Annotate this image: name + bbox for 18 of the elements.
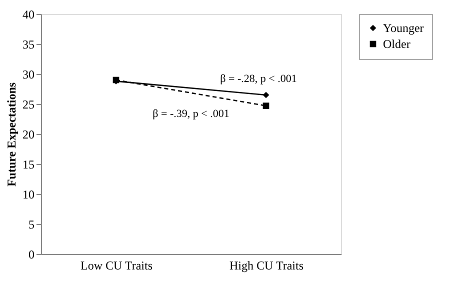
y-tick-label: 0 xyxy=(28,248,34,262)
y-tick-label: 40 xyxy=(22,8,34,22)
point xyxy=(262,102,270,109)
y-tick-label: 35 xyxy=(22,38,34,52)
x-tick-label: High CU Traits xyxy=(229,258,304,272)
y-tick-label: 30 xyxy=(22,68,34,82)
annotation: β = -.28, p < .001 xyxy=(220,73,297,85)
y-tick-label: 15 xyxy=(22,158,34,172)
point xyxy=(262,92,270,98)
y-tick-label: 25 xyxy=(22,98,34,112)
legend-label: Younger xyxy=(383,21,424,35)
x-tick-label: Low CU Traits xyxy=(80,258,153,272)
y-tick-label: 20 xyxy=(22,128,34,142)
legend-label: Older xyxy=(383,37,410,51)
y-axis-title: Future Expectations xyxy=(4,82,18,187)
y-tick-label: 5 xyxy=(28,218,34,232)
y-tick-label: 10 xyxy=(22,188,34,202)
annotation: β = -.39, p < .001 xyxy=(152,108,230,120)
